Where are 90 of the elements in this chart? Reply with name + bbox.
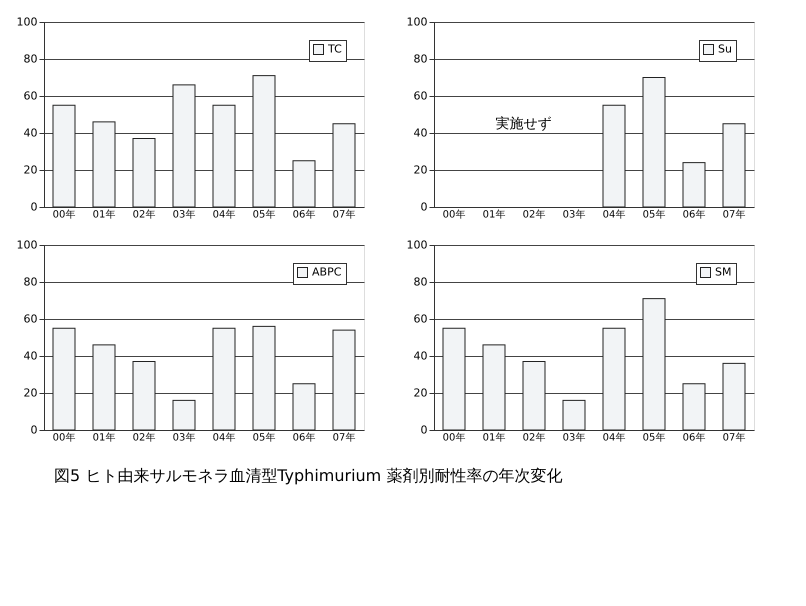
bar xyxy=(252,75,276,208)
y-tick-label: 60 xyxy=(414,312,428,326)
legend-label: ABPC xyxy=(312,266,342,278)
x-tick-label: 01年 xyxy=(92,208,116,220)
x-tick-label: 04年 xyxy=(212,208,236,220)
y-tick-label: 0 xyxy=(420,424,428,436)
bar xyxy=(442,328,466,430)
y-tick-label: 60 xyxy=(414,90,428,102)
x-tick-label: 05年 xyxy=(252,208,276,220)
x-tick-label: 02年 xyxy=(132,432,156,444)
bar xyxy=(292,383,316,430)
x-tick-label: 05年 xyxy=(642,208,666,220)
y-tick-label: 100 xyxy=(406,238,428,252)
bar xyxy=(92,121,116,208)
x-tick-label: 06年 xyxy=(292,432,316,444)
x-tick-label: 01年 xyxy=(482,208,506,220)
bar xyxy=(562,400,586,430)
bar xyxy=(252,326,276,430)
x-tick-label: 04年 xyxy=(212,432,236,444)
bar xyxy=(602,328,626,430)
y-tick-label: 40 xyxy=(24,350,38,362)
x-tick-label: 02年 xyxy=(522,208,546,220)
bar xyxy=(212,104,236,208)
x-tick-label: 00年 xyxy=(52,208,76,220)
y-tick-label: 100 xyxy=(406,16,428,28)
x-tick-label: 03年 xyxy=(562,432,586,444)
y-tick-label: 100 xyxy=(16,16,38,28)
bar xyxy=(522,361,546,430)
bar xyxy=(172,400,196,430)
x-tick-label: 03年 xyxy=(562,208,586,220)
x-tick-label: 03年 xyxy=(172,208,196,220)
x-tick-label: 03年 xyxy=(172,432,196,444)
bar xyxy=(482,344,506,430)
bar xyxy=(722,362,746,430)
x-tick-label: 07年 xyxy=(332,208,356,220)
x-tick-label: 07年 xyxy=(722,208,746,220)
x-tick-label: 02年 xyxy=(132,208,156,220)
bar xyxy=(682,162,706,208)
x-tick-label: 06年 xyxy=(682,432,706,444)
annotation: 実施せず xyxy=(496,116,552,132)
y-tick-label: 80 xyxy=(414,52,428,66)
x-tick-label: 00年 xyxy=(442,432,466,444)
bar xyxy=(292,160,316,208)
legend-label: Su xyxy=(718,42,732,56)
x-tick-label: 06年 xyxy=(292,208,316,220)
bar xyxy=(52,104,76,208)
bar xyxy=(212,328,236,430)
x-tick-label: 01年 xyxy=(92,432,116,444)
x-tick-label: 07年 xyxy=(722,432,746,444)
bar xyxy=(132,138,156,208)
bar xyxy=(682,383,706,430)
x-tick-label: 05年 xyxy=(642,432,666,444)
y-tick-label: 20 xyxy=(24,386,38,400)
bar xyxy=(642,298,666,430)
x-tick-label: 07年 xyxy=(332,432,356,444)
bar xyxy=(52,328,76,430)
y-tick-label: 40 xyxy=(24,126,38,140)
bar xyxy=(332,123,356,208)
y-tick-label: 20 xyxy=(414,386,428,400)
y-tick-label: 20 xyxy=(414,164,428,176)
legend-label: TC xyxy=(327,42,342,56)
bar xyxy=(642,77,666,208)
bar xyxy=(602,104,626,208)
x-tick-label: 00年 xyxy=(52,432,76,444)
x-tick-label: 00年 xyxy=(442,208,466,220)
x-tick-label: 04年 xyxy=(602,208,626,220)
x-tick-label: 05年 xyxy=(252,432,276,444)
y-tick-label: 80 xyxy=(24,52,38,66)
y-tick-label: 20 xyxy=(24,164,38,176)
legend-label: SM xyxy=(715,266,732,278)
x-tick-label: 02年 xyxy=(522,432,546,444)
bar xyxy=(332,330,356,430)
y-tick-label: 40 xyxy=(414,350,428,362)
y-tick-label: 60 xyxy=(24,90,38,102)
y-tick-label: 0 xyxy=(30,424,38,436)
y-tick-label: 40 xyxy=(414,126,428,140)
x-tick-label: 01年 xyxy=(482,432,506,444)
bar xyxy=(92,344,116,430)
y-tick-label: 100 xyxy=(16,238,38,252)
bar xyxy=(132,361,156,430)
y-tick-label: 0 xyxy=(30,200,38,214)
y-tick-label: 0 xyxy=(420,200,428,214)
bar xyxy=(172,84,196,208)
x-tick-label: 04年 xyxy=(602,432,626,444)
y-tick-label: 60 xyxy=(24,312,38,326)
y-tick-label: 80 xyxy=(24,276,38,288)
x-tick-label: 06年 xyxy=(682,208,706,220)
bar xyxy=(722,123,746,208)
y-tick-label: 80 xyxy=(414,276,428,288)
caption: 図5 ヒト由来サルモネラ血清型Typhimurium 薬剤別耐性率の年次変化 xyxy=(54,466,562,485)
